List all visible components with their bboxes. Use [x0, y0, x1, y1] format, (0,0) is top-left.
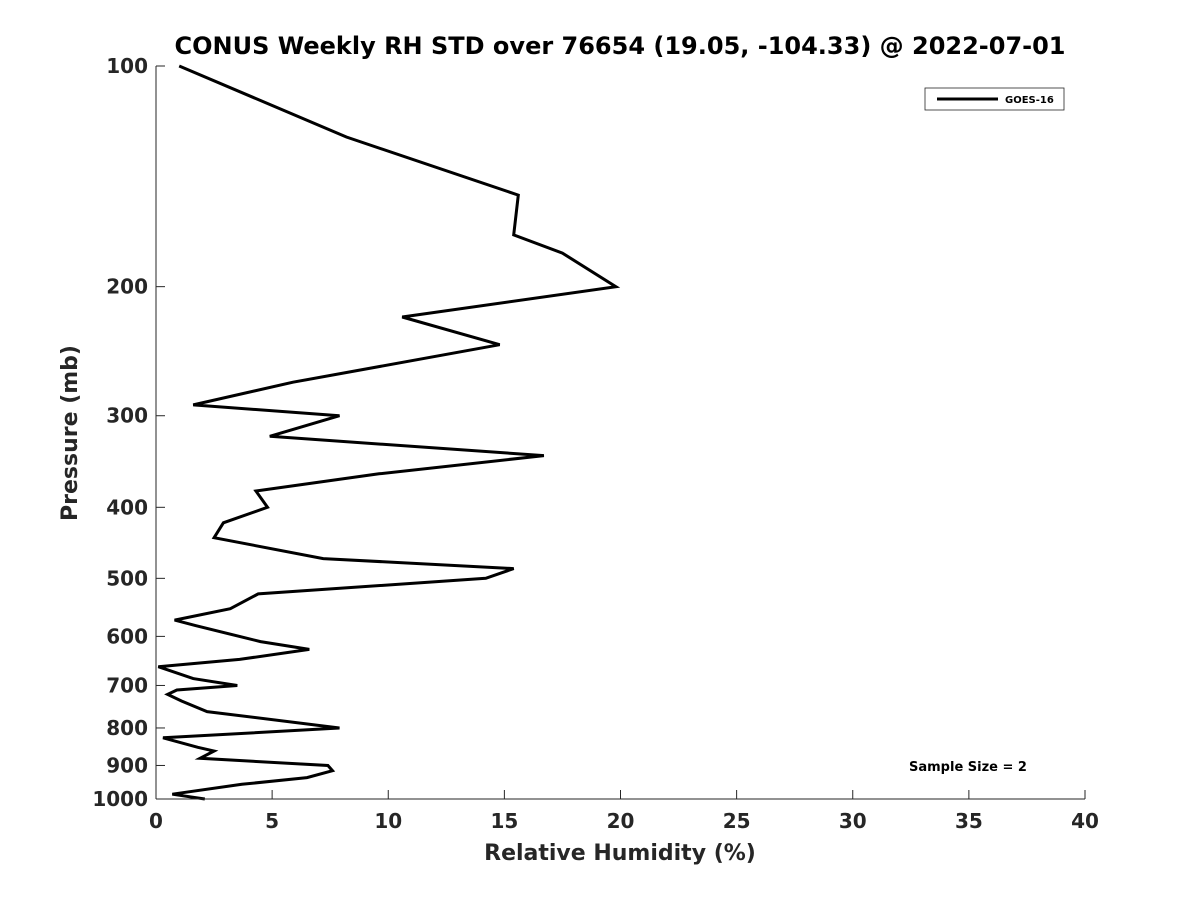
y-tick-label: 700: [106, 673, 148, 697]
x-axis-label: Relative Humidity (%): [484, 841, 756, 866]
chart-title: CONUS Weekly RH STD over 76654 (19.05, -…: [174, 32, 1065, 60]
x-tick-label: 25: [723, 809, 751, 833]
y-tick-label: 1000: [92, 787, 148, 811]
x-tick-label: 10: [374, 809, 402, 833]
x-tick-label: 5: [265, 809, 279, 833]
series-line-goes-16: [157, 64, 621, 801]
x-tick-label: 15: [490, 809, 518, 833]
sample-size-annotation: Sample Size = 2: [909, 760, 1027, 775]
y-tick-label: 200: [106, 275, 148, 299]
y-tick-label: 900: [106, 753, 148, 777]
y-tick-label: 600: [106, 624, 148, 648]
x-axis-ticks: 0 5 10 15 20 25 30 35 40: [149, 790, 1099, 833]
y-axis-label: Pressure (mb): [58, 345, 83, 521]
y-tick-label: 500: [106, 566, 148, 590]
y-tick-label: 800: [106, 716, 148, 740]
x-tick-label: 40: [1071, 809, 1099, 833]
x-tick-label: 20: [607, 809, 635, 833]
y-tick-label: 400: [106, 495, 148, 519]
y-tick-label: 300: [106, 404, 148, 428]
y-axis-ticks: 100 200 300 400 500 600 700 800 900 1000: [92, 54, 165, 811]
x-tick-label: 0: [149, 809, 163, 833]
legend-label-goes-16: GOES-16: [1005, 95, 1054, 106]
legend: GOES-16: [924, 87, 1065, 111]
plot-area: [156, 66, 1085, 799]
x-tick-label: 30: [839, 809, 867, 833]
series-layer: [157, 64, 621, 801]
x-tick-label: 35: [955, 809, 983, 833]
y-tick-label: 100: [106, 54, 148, 78]
